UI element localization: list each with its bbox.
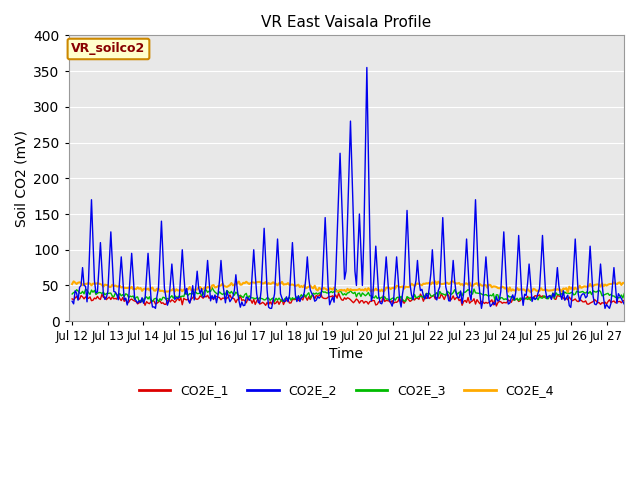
CO2E_3: [138, 299, 146, 305]
CO2E_1: [106, 294, 113, 300]
CO2E_4: [68, 281, 76, 287]
CO2E_3: [477, 291, 485, 297]
Y-axis label: Soil CO2 (mV): Soil CO2 (mV): [15, 130, 29, 227]
CO2E_2: [68, 299, 76, 304]
X-axis label: Time: Time: [330, 348, 364, 361]
CO2E_4: [561, 286, 569, 292]
CO2E_4: [362, 286, 369, 291]
CO2E_2: [563, 295, 570, 300]
CO2E_3: [106, 290, 113, 296]
CO2E_3: [68, 291, 76, 297]
CO2E_1: [68, 296, 76, 302]
Title: VR East Vaisala Profile: VR East Vaisala Profile: [261, 15, 431, 30]
Legend: CO2E_1, CO2E_2, CO2E_3, CO2E_4: CO2E_1, CO2E_2, CO2E_3, CO2E_4: [134, 379, 559, 402]
CO2E_3: [208, 285, 216, 290]
CO2E_3: [88, 287, 95, 293]
Line: CO2E_3: CO2E_3: [72, 288, 640, 302]
CO2E_4: [448, 278, 456, 284]
CO2E_1: [493, 303, 500, 309]
Line: CO2E_1: CO2E_1: [72, 293, 640, 306]
CO2E_4: [637, 282, 640, 288]
CO2E_1: [363, 299, 371, 305]
CO2E_3: [638, 294, 640, 300]
CO2E_1: [335, 290, 342, 296]
CO2E_3: [365, 289, 372, 295]
CO2E_1: [638, 296, 640, 302]
CO2E_1: [476, 301, 484, 307]
CO2E_4: [476, 281, 484, 287]
CO2E_4: [106, 284, 113, 290]
Line: CO2E_2: CO2E_2: [72, 68, 640, 308]
CO2E_2: [638, 300, 640, 306]
CO2E_2: [365, 149, 372, 155]
Text: VR_soilco2: VR_soilco2: [71, 43, 145, 56]
CO2E_3: [637, 296, 640, 302]
CO2E_2: [106, 259, 113, 264]
CO2E_1: [88, 298, 95, 303]
CO2E_4: [564, 289, 572, 295]
Line: CO2E_4: CO2E_4: [72, 281, 640, 292]
CO2E_1: [637, 300, 640, 305]
CO2E_2: [477, 305, 485, 311]
CO2E_2: [88, 197, 95, 203]
CO2E_2: [637, 296, 640, 301]
CO2E_4: [638, 283, 640, 288]
CO2E_2: [363, 65, 371, 71]
CO2E_4: [88, 282, 95, 288]
CO2E_3: [563, 290, 570, 296]
CO2E_2: [152, 305, 159, 311]
CO2E_1: [563, 295, 570, 301]
